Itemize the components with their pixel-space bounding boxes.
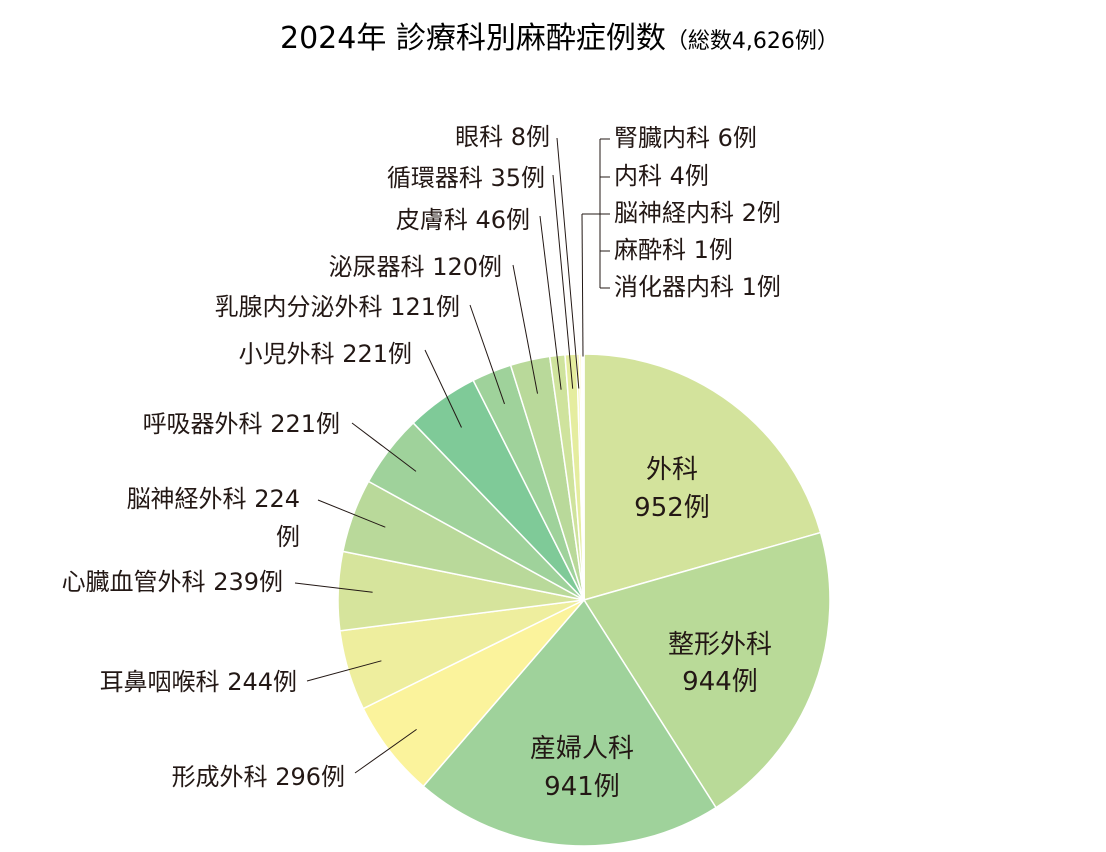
slice-2-name-label: 整形外科 [668, 630, 772, 660]
slice-17-label: 脳神経内科 2例 [614, 199, 781, 227]
slice-7-label-wrap: 例 [276, 523, 300, 551]
chart-title: 2024年 診療科別麻酔症例数（総数4,626例） [280, 21, 839, 56]
slice-5-label: 耳鼻咽喉科 244例 [100, 668, 297, 696]
slice-13-leader-line [552, 174, 574, 389]
slice-9-leader-line [424, 349, 462, 428]
slice-10-label: 乳腺内分泌外科 121例 [215, 293, 460, 321]
slice-14-label: 眼科 8例 [455, 123, 550, 151]
slice-1-name-label: 外科 [646, 455, 698, 485]
pie-slices [337, 353, 831, 847]
slice-4-label: 形成外科 296例 [172, 763, 345, 791]
slice-12-label: 皮膚科 46例 [396, 206, 530, 234]
bracket-trunk-line [581, 213, 584, 357]
slice-14-leader-line [556, 137, 580, 389]
slice-6-leader-line [294, 582, 373, 593]
slice-3-value-label: 941例 [544, 772, 620, 802]
chart-title-main: 2024年 診療科別麻酔症例数 [280, 21, 666, 56]
slice-6-label: 心臓血管外科 239例 [62, 568, 283, 596]
slice-8-label: 呼吸器外科 221例 [143, 410, 340, 438]
slice-7-label: 脳神経外科 224 [127, 485, 300, 513]
slice-5-leader-line [306, 660, 382, 682]
slice-9-label: 小児外科 221例 [239, 340, 412, 368]
slice-3-wedge [422, 598, 718, 847]
slice-10-leader-line [469, 304, 505, 405]
slice-7-leader-line [317, 499, 386, 528]
slice-2-value-label: 944例 [682, 667, 758, 697]
slice-8-leader-line [351, 422, 417, 472]
slice-19-label: 消化器内科 1例 [614, 273, 781, 301]
leader-lines [294, 137, 610, 774]
slice-18-label: 麻酔科 1例 [614, 236, 733, 264]
slice-11-leader-line [512, 264, 538, 394]
slice-15-label: 腎臓内科 6例 [614, 124, 757, 152]
slice-12-leader-line [539, 215, 562, 390]
slice-4-leader-line [354, 728, 417, 774]
slice-1-wedge [583, 353, 822, 601]
chart-subtitle: （総数4,626例） [666, 29, 839, 54]
slice-11-label: 泌尿器科 120例 [329, 253, 502, 281]
slice-1-value-label: 952例 [634, 493, 710, 523]
slice-3-name-label: 産婦人科 [530, 734, 634, 764]
slice-16-label: 内科 4例 [614, 162, 709, 190]
slice-2-wedge [582, 531, 831, 809]
slice-13-label: 循環器科 35例 [387, 164, 545, 192]
